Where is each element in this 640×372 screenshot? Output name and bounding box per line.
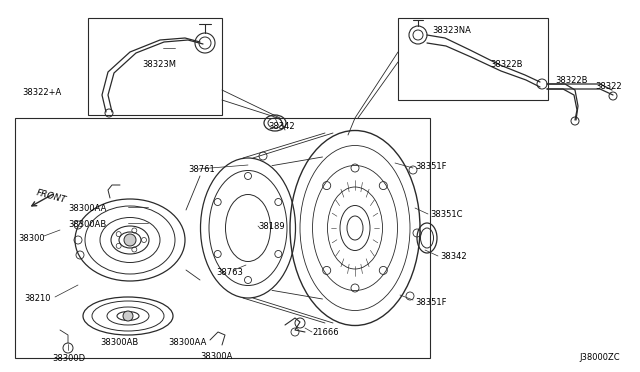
Bar — [15, 118, 430, 358]
Text: 38189: 38189 — [258, 222, 285, 231]
Text: 38300AA: 38300AA — [168, 338, 206, 347]
Text: 38761: 38761 — [188, 165, 215, 174]
Text: 38351F: 38351F — [415, 298, 447, 307]
Text: 21666: 21666 — [312, 328, 339, 337]
Text: 38322+A: 38322+A — [22, 88, 61, 97]
Text: 38351F: 38351F — [415, 162, 447, 171]
Text: 38300AA: 38300AA — [68, 204, 106, 213]
Text: FRONT: FRONT — [36, 188, 68, 205]
Text: J38000ZC: J38000ZC — [579, 353, 620, 362]
Text: 38322B: 38322B — [490, 60, 522, 69]
Text: 38763: 38763 — [216, 268, 243, 277]
Text: 38342: 38342 — [268, 122, 294, 131]
Text: 38323NA: 38323NA — [432, 26, 471, 35]
Text: 38300A: 38300A — [200, 352, 232, 361]
Text: 38322: 38322 — [595, 82, 621, 91]
Bar — [398, 18, 548, 100]
Bar — [88, 18, 222, 115]
Circle shape — [123, 311, 133, 321]
Text: 38322B: 38322B — [555, 76, 588, 85]
Text: 38210: 38210 — [24, 294, 51, 303]
Text: 38300AB: 38300AB — [100, 338, 138, 347]
Text: 38300AB: 38300AB — [68, 220, 106, 229]
Text: 38323M: 38323M — [142, 60, 176, 69]
Text: 38300: 38300 — [18, 234, 45, 243]
Circle shape — [124, 234, 136, 246]
Text: 38342: 38342 — [440, 252, 467, 261]
Text: 38300D: 38300D — [52, 354, 85, 363]
Text: 38351C: 38351C — [430, 210, 463, 219]
